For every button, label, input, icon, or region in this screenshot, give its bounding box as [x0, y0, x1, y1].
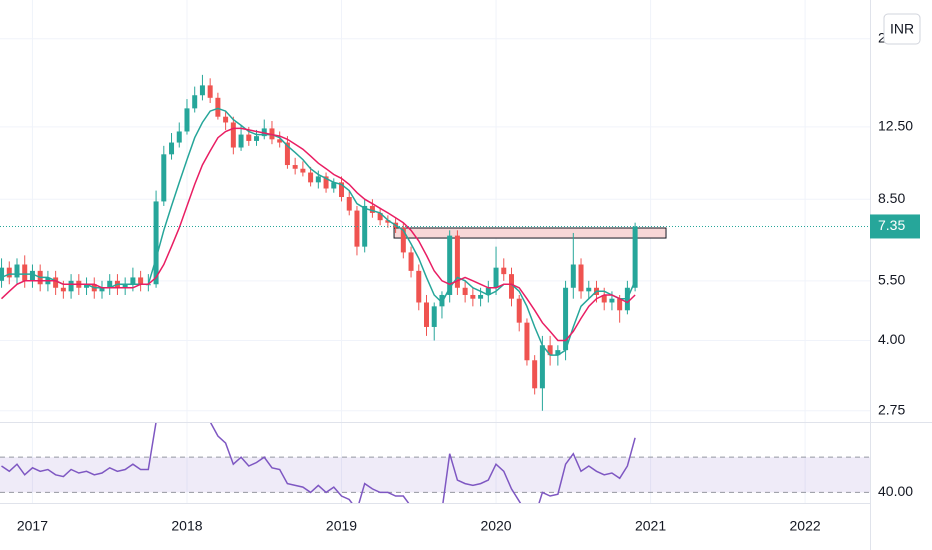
candle-body — [609, 298, 615, 303]
y-tick-label: 5.50 — [878, 272, 905, 288]
candle-body — [246, 134, 252, 141]
x-tick-label: 2020 — [480, 518, 511, 534]
currency-button[interactable] — [883, 13, 921, 45]
candle-body — [439, 294, 445, 307]
candle-body — [230, 122, 236, 148]
currency-label[interactable]: INR — [890, 21, 914, 37]
candle-body — [586, 287, 592, 292]
candle-body — [107, 280, 113, 288]
candle-body — [138, 277, 144, 285]
candle-body — [354, 210, 360, 247]
candle-body — [254, 136, 260, 141]
candle-body — [454, 235, 460, 288]
candle-body — [516, 298, 522, 323]
rsi-line — [1, 423, 636, 503]
candle-body — [153, 201, 159, 285]
candle-body — [632, 226, 638, 288]
candle-body — [14, 264, 20, 278]
candle-body — [563, 287, 569, 351]
candle-body — [130, 277, 136, 285]
candle-body — [207, 85, 213, 98]
candle-body — [169, 142, 175, 155]
last-price-label: 7.35 — [878, 217, 905, 233]
candle-body — [617, 298, 623, 311]
candle-body — [501, 267, 507, 275]
candle-body — [462, 287, 468, 295]
moving-average — [0, 127, 636, 342]
candle-body — [60, 287, 66, 292]
candle-body — [68, 280, 74, 292]
candle-body — [493, 267, 499, 288]
y-tick-label: 8.50 — [878, 190, 905, 206]
candle-body — [339, 182, 345, 198]
candle-body — [99, 287, 105, 292]
candle-body — [238, 134, 244, 148]
candle-body — [377, 212, 383, 221]
candle-body — [431, 306, 437, 327]
candle-body — [161, 154, 167, 202]
x-tick-label: 2019 — [326, 518, 357, 534]
candle-body — [408, 252, 414, 271]
rsi-tick-label: 40.00 — [878, 483, 913, 499]
candle-body — [601, 294, 607, 303]
candle-body — [284, 142, 290, 166]
candle-body — [400, 227, 406, 253]
x-tick-label: 2022 — [790, 518, 821, 534]
candle-body — [176, 131, 182, 143]
candle-body — [184, 108, 190, 132]
candle-body — [470, 294, 476, 299]
x-tick-label: 2021 — [635, 518, 666, 534]
candle-body — [539, 345, 545, 389]
candle-body — [424, 302, 430, 327]
candle-body — [547, 345, 553, 356]
candle-body — [524, 322, 530, 361]
candle-body — [570, 264, 576, 288]
candle-body — [485, 287, 491, 295]
candle-body — [532, 360, 538, 389]
candle-body — [447, 235, 453, 295]
candle-body — [53, 277, 59, 288]
rsi-pane — [0, 423, 870, 503]
candle-body — [555, 350, 561, 356]
x-tick-label: 2018 — [171, 518, 202, 534]
candle-body — [192, 95, 198, 109]
candle-body — [199, 85, 205, 96]
candle-body — [22, 264, 28, 281]
candle-body — [215, 97, 221, 117]
candle-body — [300, 168, 306, 173]
overlay: 7.35 — [0, 214, 920, 239]
y-tick-label: 2.75 — [878, 401, 905, 417]
rsi-band — [0, 457, 870, 493]
y-tick-label: 12.50 — [878, 118, 913, 134]
last-price-box — [870, 214, 920, 239]
x-tick-label: 2017 — [17, 518, 48, 534]
resistance-zone — [393, 227, 667, 239]
candle-body — [578, 264, 584, 292]
candle-body — [369, 205, 375, 213]
grid — [0, 0, 870, 503]
candle-body — [385, 220, 391, 223]
candle-body — [122, 284, 128, 288]
price-pane — [0, 74, 667, 411]
candle-body — [331, 182, 337, 189]
candle-body — [508, 274, 514, 299]
candle-body — [346, 197, 352, 211]
candle-body — [29, 270, 35, 281]
candle-body — [478, 294, 484, 299]
candle-body — [0, 267, 5, 281]
candle-body — [315, 176, 321, 183]
candle-body — [277, 139, 283, 143]
candle-body — [292, 165, 298, 169]
candle-body — [6, 267, 12, 278]
candle-body — [308, 172, 314, 183]
candle-body — [223, 116, 229, 123]
candle-body — [84, 284, 90, 288]
y-tick-label: 4.00 — [878, 331, 905, 347]
candle-body — [416, 270, 422, 303]
candle-body — [323, 176, 329, 189]
candle-body — [362, 205, 368, 247]
